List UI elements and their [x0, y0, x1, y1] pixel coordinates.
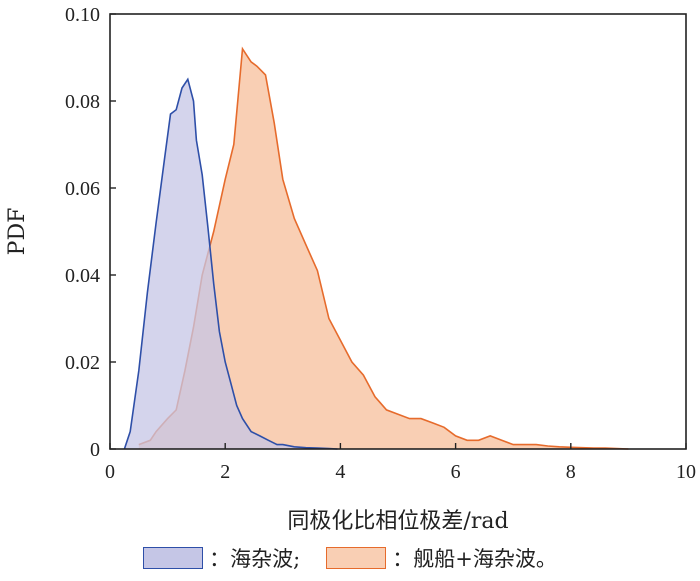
x-tick-label: 0: [105, 461, 115, 483]
legend-label-ship-sea-clutter: ：舰船+海杂波。: [392, 547, 557, 571]
x-axis-ticks: 0 2 4 6 8 10: [105, 443, 696, 483]
x-tick-label: 8: [566, 461, 576, 483]
line-sea-clutter: [123, 77, 338, 450]
pdf-chart: 0 2 4 6 8 10 0 0.02 0.04 0.06 0.08 0.10 同极化比相位极差/r…: [5, 4, 696, 534]
y-tick-label: 0.06: [65, 178, 100, 200]
plot-area: [123, 46, 629, 450]
x-tick-label: 2: [220, 461, 230, 483]
legend: ：海杂波; ：舰船+海杂波。: [0, 540, 700, 576]
x-tick-label: 10: [676, 461, 696, 483]
legend-swatch-ship-sea-clutter: [326, 547, 387, 569]
plot-frame: [109, 13, 687, 450]
legend-item-ship-sea-clutter: ：舰船+海杂波。: [326, 543, 557, 573]
x-tick-label: 4: [335, 461, 345, 483]
x-axis-label: 同极化比相位极差/rad: [287, 509, 508, 534]
y-tick-label: 0.02: [65, 352, 100, 374]
legend-swatch-sea-clutter: [143, 547, 204, 569]
y-tick-label: 0.04: [65, 265, 100, 287]
y-tick-label: 0.08: [65, 91, 100, 113]
legend-item-sea-clutter: ：海杂波;: [143, 543, 300, 573]
x-tick-label: 6: [451, 461, 461, 483]
y-tick-label: 0.10: [65, 4, 100, 26]
y-axis-label: PDF: [5, 208, 30, 256]
legend-label-sea-clutter: ：海杂波;: [209, 547, 301, 571]
area-sea-clutter: [124, 79, 338, 450]
y-axis-ticks: 0 0.02 0.04 0.06 0.08 0.10: [65, 4, 116, 461]
y-tick-label: 0: [90, 439, 100, 461]
area-ship-sea-clutter: [138, 48, 629, 450]
